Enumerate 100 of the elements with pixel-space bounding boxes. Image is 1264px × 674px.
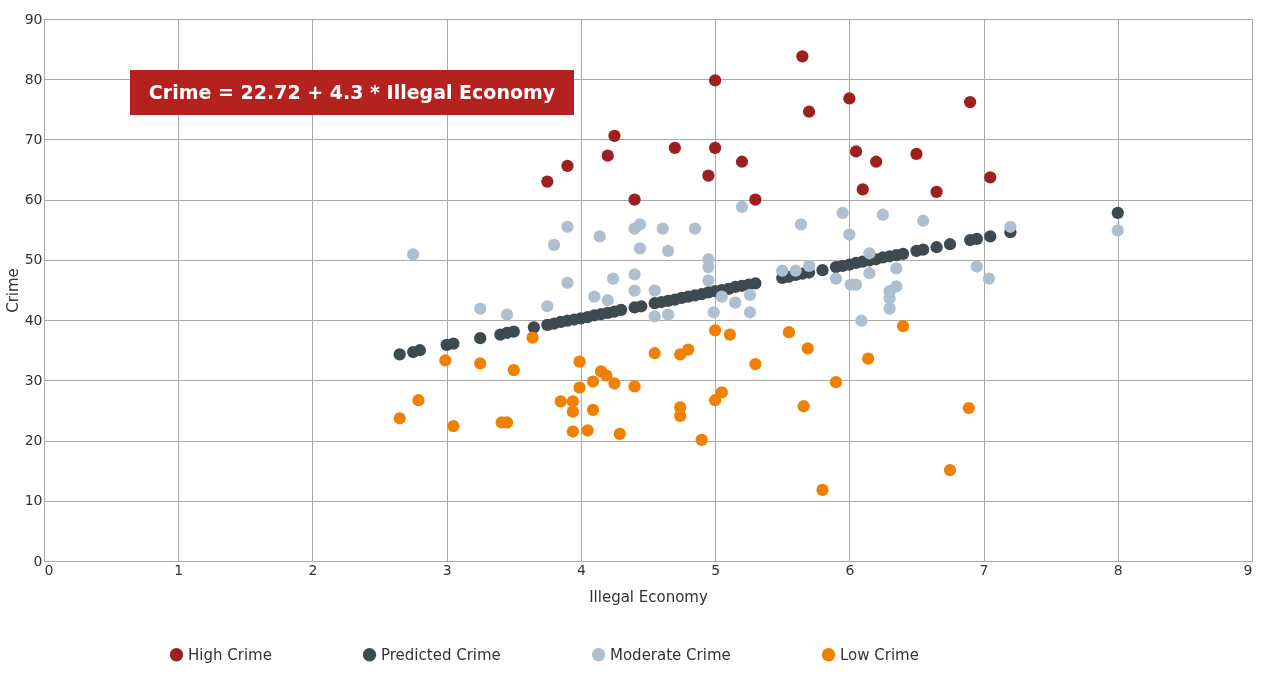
point xyxy=(707,306,720,319)
annotation: Crime = 22.72 + 4.3 * Illegal Economy xyxy=(148,81,556,103)
point xyxy=(561,276,574,289)
point xyxy=(682,343,695,356)
point xyxy=(702,274,715,287)
legend-label: Moderate Crime xyxy=(610,645,731,664)
point xyxy=(943,463,957,477)
y-tick-label: 60 xyxy=(24,191,43,208)
point xyxy=(593,230,606,243)
point xyxy=(962,401,975,415)
point xyxy=(586,375,600,388)
point xyxy=(749,357,762,371)
point xyxy=(439,354,452,367)
point xyxy=(863,247,876,260)
point xyxy=(566,395,579,408)
point xyxy=(843,228,856,241)
point xyxy=(749,193,762,206)
point xyxy=(870,155,883,168)
point xyxy=(613,427,626,441)
point xyxy=(797,400,810,413)
point xyxy=(849,145,863,158)
point xyxy=(573,355,586,368)
point xyxy=(863,267,876,280)
point xyxy=(412,394,425,407)
point xyxy=(708,394,722,407)
point xyxy=(601,149,614,162)
point xyxy=(648,347,661,360)
y-tick-label: 70 xyxy=(24,130,43,147)
point xyxy=(715,290,728,303)
point xyxy=(883,302,896,315)
legend-label: Low Crime xyxy=(840,645,919,664)
point xyxy=(474,357,487,370)
point xyxy=(735,155,749,168)
point xyxy=(561,220,574,233)
point xyxy=(447,419,460,433)
point xyxy=(896,320,910,333)
point xyxy=(802,105,816,118)
point xyxy=(608,129,621,142)
legend-label: High Crime xyxy=(188,645,272,664)
point xyxy=(633,242,647,255)
x-tick-label: 9 xyxy=(1243,561,1253,578)
point xyxy=(628,380,641,393)
y-tick-label: 50 xyxy=(24,251,43,268)
x-tick-label: 4 xyxy=(576,561,586,578)
x-axis-title: Illegal Economy xyxy=(589,587,708,606)
point xyxy=(1004,220,1017,233)
x-tick-label: 3 xyxy=(442,561,452,578)
point xyxy=(648,284,661,297)
point xyxy=(708,74,722,87)
point xyxy=(829,376,843,389)
point xyxy=(743,306,757,319)
point xyxy=(729,296,742,309)
point xyxy=(984,171,997,184)
point xyxy=(708,324,722,337)
point xyxy=(600,369,613,382)
point xyxy=(802,259,816,273)
point xyxy=(801,342,814,355)
point xyxy=(581,424,594,437)
point xyxy=(702,169,715,182)
point xyxy=(723,328,736,341)
y-tick-label: 10 xyxy=(24,492,43,509)
point xyxy=(917,214,930,227)
point xyxy=(876,208,890,221)
point xyxy=(743,288,757,301)
point xyxy=(566,405,579,418)
y-tick-label: 40 xyxy=(24,311,43,328)
point xyxy=(526,331,539,344)
y-tick-label: 30 xyxy=(24,371,43,388)
point xyxy=(606,272,620,285)
point xyxy=(668,141,681,154)
x-tick-label: 7 xyxy=(979,561,989,578)
point xyxy=(601,294,614,307)
point xyxy=(695,433,708,447)
y-tick-label: 20 xyxy=(24,432,43,449)
point xyxy=(662,308,675,321)
point xyxy=(890,262,903,275)
point xyxy=(708,141,722,154)
y-tick-label: 80 xyxy=(24,70,43,87)
point xyxy=(862,352,875,365)
x-tick-label: 1 xyxy=(174,561,184,578)
legend-label: Predicted Crime xyxy=(381,645,501,664)
point xyxy=(628,284,641,297)
point xyxy=(964,95,977,109)
point xyxy=(541,175,554,188)
point xyxy=(843,92,856,105)
point xyxy=(789,264,802,277)
point xyxy=(474,302,487,315)
point xyxy=(507,363,520,377)
point xyxy=(890,280,903,293)
point xyxy=(500,308,514,321)
x-tick-label: 5 xyxy=(711,561,721,578)
point xyxy=(855,314,868,327)
point xyxy=(688,222,702,235)
point xyxy=(393,412,406,425)
point xyxy=(554,395,567,408)
point xyxy=(648,310,661,323)
point xyxy=(930,185,943,198)
point xyxy=(836,206,849,220)
point xyxy=(566,425,579,438)
y-axis-title: Crime xyxy=(3,268,22,313)
